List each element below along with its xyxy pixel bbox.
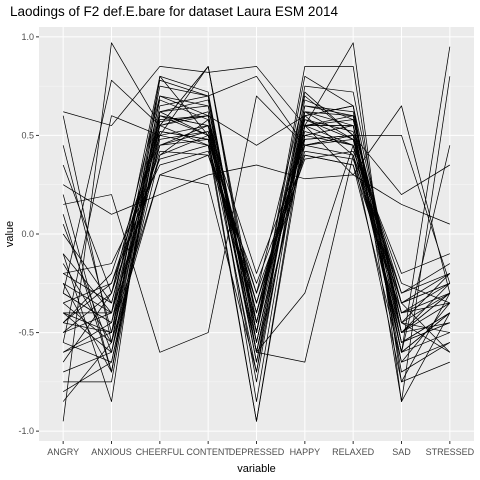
x-tick-label: ANXIOUS bbox=[91, 447, 132, 457]
y-tick-label: -0.5 bbox=[18, 328, 34, 338]
x-axis-title: variable bbox=[237, 463, 276, 475]
series-line bbox=[63, 150, 450, 294]
x-tick-label: STRESSED bbox=[426, 447, 475, 457]
series-lines bbox=[62, 42, 451, 422]
series-line bbox=[62, 95, 450, 373]
y-tick-label: -1.0 bbox=[18, 426, 34, 436]
y-axis-title: value bbox=[4, 221, 16, 247]
series-line bbox=[62, 125, 451, 393]
y-axis: -1.0 -0.5 0.0 0.5 1.0 bbox=[18, 32, 39, 436]
series-line bbox=[62, 164, 450, 225]
x-tick-label: HAPPY bbox=[290, 447, 321, 457]
series-line bbox=[62, 131, 450, 314]
series-line bbox=[63, 99, 451, 353]
x-tick-label: SAD bbox=[392, 447, 411, 457]
series-line bbox=[62, 144, 450, 324]
y-tick-label: 0.5 bbox=[21, 130, 34, 140]
y-tick-label: 1.0 bbox=[21, 32, 34, 42]
x-tick-label: CONTENT bbox=[186, 447, 230, 457]
series-line bbox=[62, 115, 450, 343]
x-tick-label: ANGRY bbox=[47, 447, 79, 457]
x-tick-label: CHEERFUL bbox=[136, 447, 185, 457]
x-tick-label: RELAXED bbox=[332, 447, 375, 457]
x-tick-label: DEPRESSED bbox=[229, 447, 285, 457]
series-line bbox=[63, 115, 450, 343]
y-tick-label: 0.0 bbox=[21, 229, 34, 239]
chart-title: Laodings of F2 def.E.bare for dataset La… bbox=[10, 4, 338, 19]
series-line bbox=[62, 111, 451, 383]
